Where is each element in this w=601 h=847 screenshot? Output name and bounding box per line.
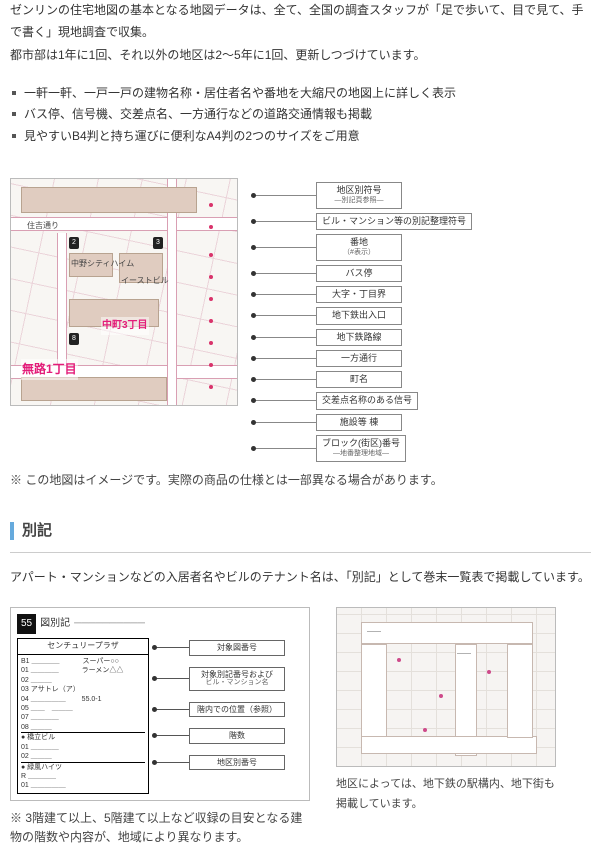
bekki-list-header: センチュリープラザ [18, 639, 148, 655]
bekki-list-row: 03 アサトレ（ア） [21, 685, 145, 694]
street-label: 住吉通り [27, 219, 59, 233]
bekki-row: 55 図別記 ────────── センチュリープラザ B1 ＿＿＿＿ スーパー… [10, 607, 591, 847]
legend-item: ブロック(街区)番号—地番整理地域— [254, 435, 472, 462]
bekki-list-row: 02 ＿＿＿ [21, 676, 145, 685]
legend-item: 地下鉄出入口 [254, 307, 472, 324]
legend-item: 地区別符号—別記頁参照— [254, 182, 472, 209]
legend-item: 番地（#表示） [254, 234, 472, 261]
feature-item-3: 見やすいB4判と持ち運びに便利なA4判の2つのサイズをご用意 [10, 126, 591, 148]
legend-item: バス停 [254, 265, 472, 282]
bekki-list-row: 01 ＿＿＿＿＿ [21, 781, 145, 790]
bekki-building-list: センチュリープラザ B1 ＿＿＿＿ スーパー○○ 01 ＿＿＿＿ ラーメン△△ … [17, 638, 149, 794]
bekki-list-row: 05 ＿＿ ＿＿＿ [21, 704, 145, 713]
bekki-right-note: 地区によっては、地下鉄の駅構内、地下街も掲載しています。 [336, 775, 556, 815]
bekki-badge: 55 [17, 614, 36, 634]
bekki-list-row: ● 緑風ハイツ [21, 762, 145, 772]
section-heading-bekki: 別記 [10, 517, 591, 553]
bekki-list-row: 01 ＿＿＿＿ ラーメン△△ [21, 666, 145, 675]
map-section: 住吉通り 中野シティハイム イーストビル 中町3丁目 無路1丁目 2 3 8 地… [10, 178, 591, 462]
legend-item: 地下鉄路線 [254, 329, 472, 346]
map-note: ※ この地図はイメージです。実際の商品の仕様とは一部異なる場合があります。 [10, 470, 591, 492]
bekki-intro: アパート・マンションなどの入居者名やビルのテナント名は、「別記」として巻末一覧表… [10, 567, 591, 589]
feature-item-1: 一軒一軒、一戸一戸の建物名称・居住者名や番地を大縮尺の地図上に詳しく表示 [10, 83, 591, 105]
intro-block: ゼンリンの住宅地図の基本となる地図データは、全て、全国の調査スタッフが「足で歩い… [10, 0, 591, 67]
bekki-list-row: 02 ＿＿＿ [21, 752, 145, 761]
bekki-tag: 階数 [155, 728, 285, 744]
district-lower: 無路1丁目 [21, 359, 78, 381]
bekki-list-row: 01 ＿＿＿＿ [21, 743, 145, 752]
bldg-label-2: イーストビル [121, 274, 169, 288]
bekki-title: 図別記 [40, 615, 70, 633]
legend-item: ビル・マンション等の別記整理符号 [254, 213, 472, 230]
district-upper: 中町3丁目 [101, 317, 149, 335]
metro-map: —— —— [336, 607, 556, 767]
bekki-list-row: R ＿＿＿＿ [21, 772, 145, 781]
heading-text: 別記 [22, 517, 52, 544]
bekki-title-sub: ────────── [74, 615, 145, 633]
heading-accent-bar [10, 522, 14, 540]
bekki-list-row: ● 橋立ビル [21, 732, 145, 742]
intro-line-1: ゼンリンの住宅地図の基本となる地図データは、全て、全国の調査スタッフが「足で歩い… [10, 0, 591, 43]
bekki-list-row: 07 ＿＿＿＿ [21, 713, 145, 722]
bekki-tag: 対象図番号 [155, 640, 285, 656]
bekki-left-col: 55 図別記 ────────── センチュリープラザ B1 ＿＿＿＿ スーパー… [10, 607, 310, 847]
bekki-list-row: B1 ＿＿＿＿ スーパー○○ [21, 657, 145, 666]
intro-line-2: 都市部は1年に1回、それ以外の地区は2～5年に1回、更新しつづけています。 [10, 45, 591, 67]
bekki-tag: 階内での位置（参照） [155, 702, 285, 718]
legend-item: 施設等 棟 [254, 414, 472, 431]
bekki-tag: 地区別番号 [155, 755, 285, 771]
bekki-list-row: 08 ＿＿＿ [21, 723, 145, 732]
bekki-left-note: ※ 3階建て以上、5階建て以上など収録の目安となる建物の階数や内容が、地域により… [10, 809, 310, 847]
legend-item: 町名 [254, 371, 472, 388]
bldg-label-1: 中野シティハイム [71, 257, 134, 271]
feature-item-2: バス停、信号機、交差点名、一方通行などの道路交通情報も掲載 [10, 104, 591, 126]
bekki-tag-column: 対象図番号 対象別記番号およびビル・マンション名 階内での位置（参照） 階数 地… [155, 638, 285, 794]
legend-item: 一方通行 [254, 350, 472, 367]
legend-item: 交差点名称のある信号 [254, 392, 472, 409]
map-legend: 地区別符号—別記頁参照— ビル・マンション等の別記整理符号 番地（#表示） バス… [238, 178, 472, 462]
legend-item: 大字・丁目界 [254, 286, 472, 303]
bekki-right-col: —— —— 地区によっては、地下鉄の駅構内、地下街も掲載しています。 [336, 607, 556, 815]
sample-map: 住吉通り 中野シティハイム イーストビル 中町3丁目 無路1丁目 2 3 8 [10, 178, 238, 406]
bekki-list-row: 04 ＿＿＿＿＿ 55.0-1 [21, 695, 145, 704]
feature-list: 一軒一軒、一戸一戸の建物名称・居住者名や番地を大縮尺の地図上に詳しく表示 バス停… [10, 83, 591, 148]
bekki-figure: 55 図別記 ────────── センチュリープラザ B1 ＿＿＿＿ スーパー… [10, 607, 310, 801]
bekki-tag: 対象別記番号およびビル・マンション名 [155, 667, 285, 691]
